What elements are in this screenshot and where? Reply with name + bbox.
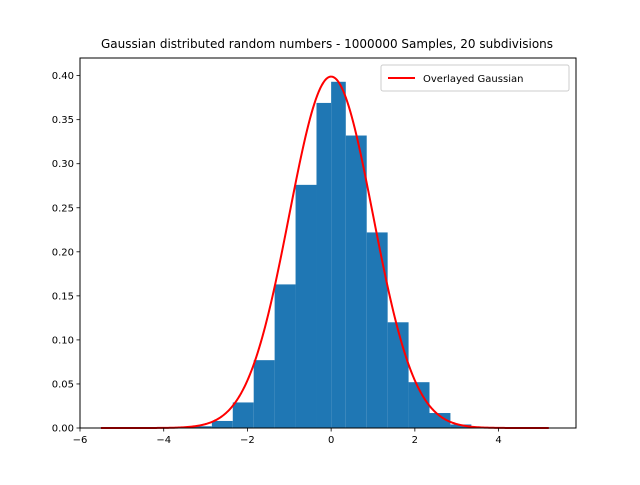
histogram-bar <box>366 232 388 428</box>
histogram-bar <box>316 102 332 428</box>
y-tick-label: 0.05 <box>52 379 74 390</box>
histogram-bar <box>331 81 346 429</box>
histogram-bar <box>345 135 367 428</box>
y-tick-label: 0.00 <box>52 424 74 435</box>
histogram-bar <box>450 424 472 428</box>
histogram-bar <box>387 322 409 428</box>
x-tick-label: −6 <box>73 435 88 446</box>
y-tick-label: 0.25 <box>52 203 74 214</box>
y-tick-label: 0.15 <box>52 291 74 302</box>
plot-area-frame <box>79 57 577 429</box>
y-tick-label: 0.20 <box>52 247 74 258</box>
x-tick-label: 0 <box>328 435 334 446</box>
histogram-bar <box>408 382 430 428</box>
y-tick-label: 0.35 <box>52 115 74 126</box>
histogram-bar <box>274 284 296 428</box>
x-tick-label: −4 <box>156 435 171 446</box>
chart-title: Gaussian distributed random numbers - 10… <box>101 37 553 51</box>
histogram-bar <box>190 426 212 428</box>
y-tick-label: 0.30 <box>52 159 74 170</box>
x-tick-label: −2 <box>240 435 255 446</box>
histogram-bar <box>295 184 317 428</box>
y-axis: 0.00 0.05 0.10 0.15 0.20 0.25 0.30 0.35 0.40 <box>52 71 80 435</box>
x-tick-label: 4 <box>495 435 501 446</box>
histogram-bar <box>253 360 275 428</box>
y-tick-label: 0.10 <box>52 335 74 346</box>
x-tick-label: 2 <box>412 435 418 446</box>
legend: Overlayed Gaussian <box>380 64 570 92</box>
histogram-bars <box>190 81 472 429</box>
y-tick-label: 0.40 <box>52 71 74 82</box>
histogram-bar <box>211 420 233 428</box>
x-axis: −6 −4 −2 0 2 4 <box>73 428 502 446</box>
histogram-bar <box>232 402 254 428</box>
legend-label: Overlayed Gaussian <box>423 74 523 85</box>
legend-box <box>380 64 570 92</box>
histogram-bar <box>429 413 451 428</box>
